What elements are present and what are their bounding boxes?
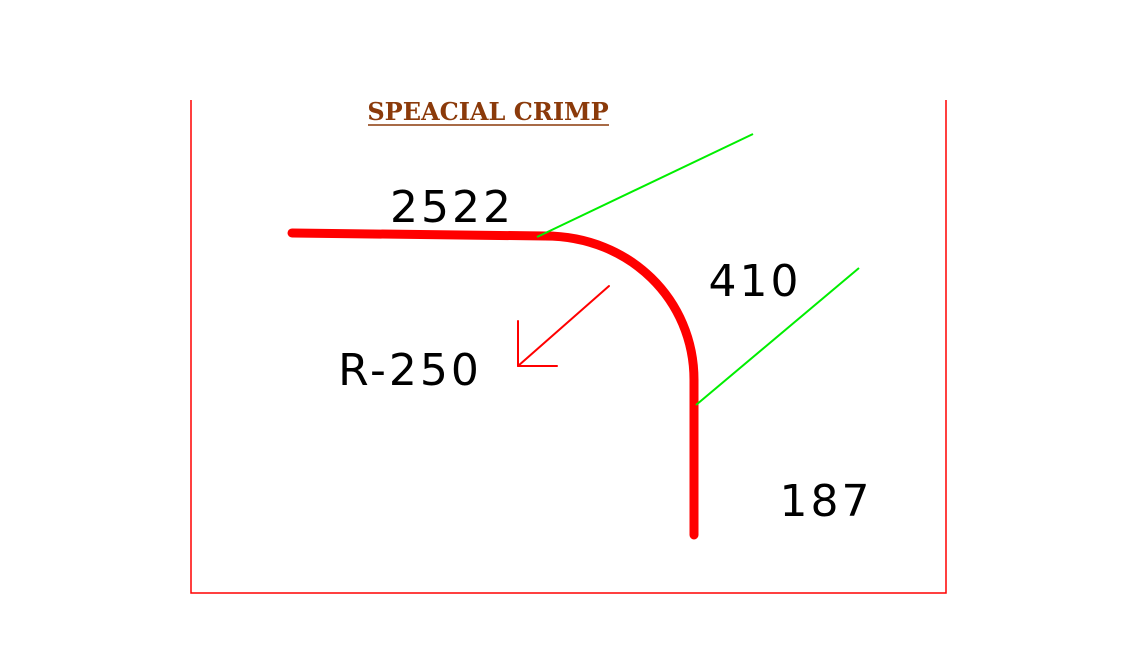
radius-arrow bbox=[517, 285, 610, 367]
drawing-frame bbox=[190, 100, 947, 594]
crimp-profile bbox=[287, 228, 699, 540]
dimension-top-length: 2522 bbox=[390, 182, 514, 233]
dimension-bottom-length: 187 bbox=[780, 476, 873, 527]
dimension-radius: R-250 bbox=[338, 345, 482, 396]
leader-line-bottom bbox=[695, 267, 860, 406]
dimension-arc-length: 410 bbox=[709, 256, 802, 307]
leader-line-top bbox=[536, 133, 754, 238]
drawing-title: SPEACIAL CRIMP bbox=[367, 97, 608, 126]
